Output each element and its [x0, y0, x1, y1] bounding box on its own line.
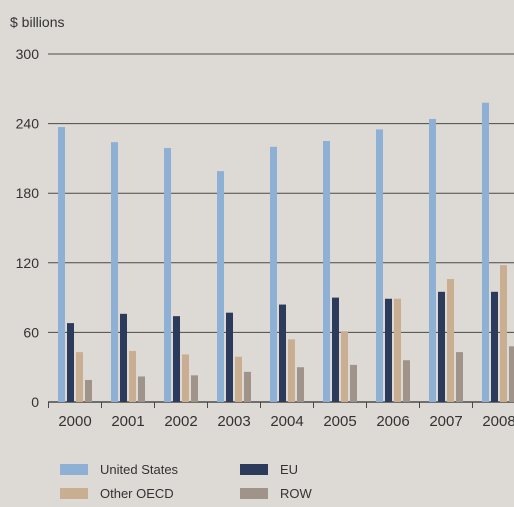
bar-eu-2002 — [173, 316, 180, 402]
legend-swatch-row — [240, 488, 268, 499]
bar-eu-2005 — [332, 297, 339, 402]
bar-row-2002 — [191, 375, 198, 402]
bar-row-2007 — [456, 352, 463, 402]
bar-united-states-2000 — [58, 127, 65, 402]
bar-united-states-2005 — [323, 141, 330, 402]
legend-label-eu: EU — [280, 462, 299, 477]
x-tick-label-2001: 2001 — [111, 413, 144, 430]
legend-label-other-oecd: Other OECD — [100, 486, 174, 501]
x-tick-label-2005: 2005 — [323, 413, 356, 430]
legend-label-row: ROW — [280, 486, 312, 501]
bar-eu-2007 — [438, 291, 445, 402]
legend-swatch-eu — [240, 464, 268, 475]
y-axis-ticks: 0 60 120 180 240 300 — [16, 46, 40, 410]
x-tick-label-2004: 2004 — [270, 413, 303, 430]
bar-united-states-2001 — [111, 142, 118, 402]
bar-eu-2008 — [491, 291, 498, 402]
legend-label-united-states: United States — [100, 462, 179, 477]
bar-united-states-2004 — [270, 146, 277, 402]
bar-other-oecd-2000 — [76, 352, 83, 402]
bar-row-2000 — [85, 379, 92, 402]
x-tick-label-2002: 2002 — [164, 413, 197, 430]
y-tick-label-240: 240 — [16, 116, 40, 132]
bar-other-oecd-2006 — [394, 298, 401, 402]
y-tick-label-300: 300 — [16, 46, 40, 62]
bar-other-oecd-2008 — [500, 265, 507, 402]
legend-swatch-united-states — [60, 464, 88, 475]
bar-row-2004 — [297, 367, 304, 402]
bar-eu-2000 — [67, 323, 74, 402]
legend-item-united-states: United States — [60, 462, 178, 477]
bar-eu-2004 — [279, 304, 286, 402]
legend-item-row: ROW — [240, 486, 312, 501]
x-tick-label-2003: 2003 — [217, 413, 250, 430]
bar-united-states-2006 — [376, 129, 383, 402]
legend: United States EU Other OECD ROW — [60, 460, 490, 506]
x-tick-label-2006: 2006 — [376, 413, 409, 430]
bar-other-oecd-2007 — [447, 279, 454, 402]
x-tick-label-2007: 2007 — [429, 413, 462, 430]
x-axis-ticks: 2000 2001 2002 2003 2004 2005 2006 2007 2008 — [48, 402, 514, 430]
bar-other-oecd-2003 — [235, 356, 242, 402]
bar-other-oecd-2001 — [129, 350, 136, 402]
bar-eu-2006 — [385, 298, 392, 402]
y-axis-label: $ billions — [10, 14, 64, 30]
y-tick-label-60: 60 — [23, 324, 39, 340]
y-tick-label-180: 180 — [16, 185, 40, 201]
legend-swatch-other-oecd — [60, 488, 88, 499]
bar-eu-2001 — [120, 313, 127, 402]
bar-united-states-2008 — [482, 102, 489, 402]
y-tick-label-0: 0 — [31, 394, 39, 410]
legend-item-other-oecd: Other OECD — [60, 486, 174, 501]
bar-united-states-2007 — [429, 118, 436, 403]
bar-other-oecd-2002 — [182, 354, 189, 402]
y-tick-label-120: 120 — [16, 255, 40, 271]
bars — [58, 102, 514, 403]
bar-row-2001 — [138, 376, 145, 402]
bar-eu-2003 — [226, 312, 233, 402]
bar-other-oecd-2004 — [288, 339, 295, 402]
bar-united-states-2002 — [164, 147, 171, 402]
x-tick-label-2000: 2000 — [58, 413, 91, 430]
x-tick-label-2008: 2008 — [482, 413, 514, 430]
bar-other-oecd-2005 — [341, 331, 348, 402]
bar-row-2003 — [244, 371, 251, 402]
bar-row-2006 — [403, 360, 410, 402]
bar-row-2008 — [509, 346, 514, 402]
bar-united-states-2003 — [217, 171, 224, 402]
bar-row-2005 — [350, 364, 357, 402]
legend-item-eu: EU — [240, 462, 298, 477]
